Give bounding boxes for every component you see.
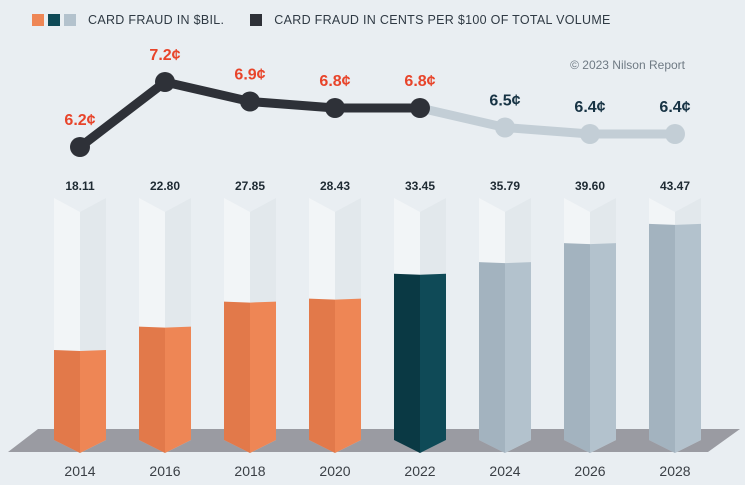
line-point-2024 xyxy=(495,117,515,138)
bar-group-2024 xyxy=(479,198,531,453)
bar-group-2020 xyxy=(309,198,361,453)
bar-fill-face-2024 xyxy=(505,262,531,453)
line-point-2022 xyxy=(410,98,430,118)
year-label-2028: 2028 xyxy=(659,463,690,479)
line-value-label-2014: 6.2¢ xyxy=(64,112,95,129)
bar-fill-2020 xyxy=(309,298,335,453)
line-point-2014 xyxy=(70,137,90,157)
line-value-label-2026: 6.4¢ xyxy=(574,99,605,116)
bar-fill-2026 xyxy=(564,243,590,453)
year-label-2024: 2024 xyxy=(489,463,520,479)
bar-fill-2022 xyxy=(394,273,420,453)
line-value-label-2016: 7.2¢ xyxy=(149,47,180,64)
bar-group-2022 xyxy=(394,198,446,453)
year-label-2014: 2014 xyxy=(64,463,95,479)
year-label-2022: 2022 xyxy=(404,463,435,479)
bar-group-2026 xyxy=(564,198,616,453)
bar-fill-2014 xyxy=(54,349,80,453)
year-label-2026: 2026 xyxy=(574,463,605,479)
legend-swatch-latest xyxy=(48,14,60,26)
year-label-2020: 2020 xyxy=(319,463,350,479)
bar-value-label-2026: 39.60 xyxy=(575,179,605,193)
line-point-2016 xyxy=(155,72,175,92)
line-value-label-2022: 6.8¢ xyxy=(404,73,435,90)
legend-swatch-projected xyxy=(64,14,76,26)
bar-fill-face-2014 xyxy=(80,349,106,453)
year-label-2018: 2018 xyxy=(234,463,265,479)
bar-fill-face-2016 xyxy=(165,326,191,453)
bar-value-label-2024: 35.79 xyxy=(490,179,520,193)
bar-value-label-2020: 28.43 xyxy=(320,179,350,193)
line-projected xyxy=(415,103,680,139)
bar-group-2028 xyxy=(649,198,701,453)
bar-fill-face-2022 xyxy=(420,273,446,453)
line-value-label-2020: 6.8¢ xyxy=(319,73,350,90)
legend-swatch-line xyxy=(250,14,263,26)
bar-group-2014 xyxy=(54,198,106,453)
line-value-label-2018: 6.9¢ xyxy=(234,67,265,84)
legend-line-label: CARD FRAUD IN CENTS PER $100 OF TOTAL VO… xyxy=(274,13,611,27)
year-label-2016: 2016 xyxy=(149,463,180,479)
bar-fill-face-2018 xyxy=(250,301,276,453)
legend: CARD FRAUD IN $BIL. CARD FRAUD IN CENTS … xyxy=(32,12,611,28)
bar-fill-face-2028 xyxy=(675,223,701,453)
bar-fill-2018 xyxy=(224,301,250,453)
legend-swatch-actual xyxy=(32,14,44,26)
bar-fill-2024 xyxy=(479,262,505,453)
legend-bars-label: CARD FRAUD IN $BIL. xyxy=(88,13,225,27)
bar-fill-face-2020 xyxy=(335,298,361,453)
bar-group-2018 xyxy=(224,198,276,453)
line-point-2020 xyxy=(325,98,345,118)
bar-value-label-2016: 22.80 xyxy=(150,179,180,193)
line-point-2018 xyxy=(240,91,260,112)
line-point-2026 xyxy=(580,124,600,144)
bar-fill-2028 xyxy=(649,223,675,453)
floor-band xyxy=(8,429,740,452)
line-point-2028 xyxy=(665,124,685,144)
bar-value-label-2014: 18.11 xyxy=(65,179,95,193)
bar-value-label-2022: 33.45 xyxy=(405,179,435,193)
line-value-label-2028: 6.4¢ xyxy=(659,99,690,116)
bar-value-label-2018: 27.85 xyxy=(235,179,265,193)
source-credit: © 2023 Nilson Report xyxy=(570,58,685,72)
bar-group-2016 xyxy=(139,198,191,453)
bar-fill-face-2026 xyxy=(590,243,616,453)
bar-fill-2016 xyxy=(139,326,165,453)
bar-value-label-2028: 43.47 xyxy=(660,179,690,193)
line-value-label-2024: 6.5¢ xyxy=(489,93,520,110)
